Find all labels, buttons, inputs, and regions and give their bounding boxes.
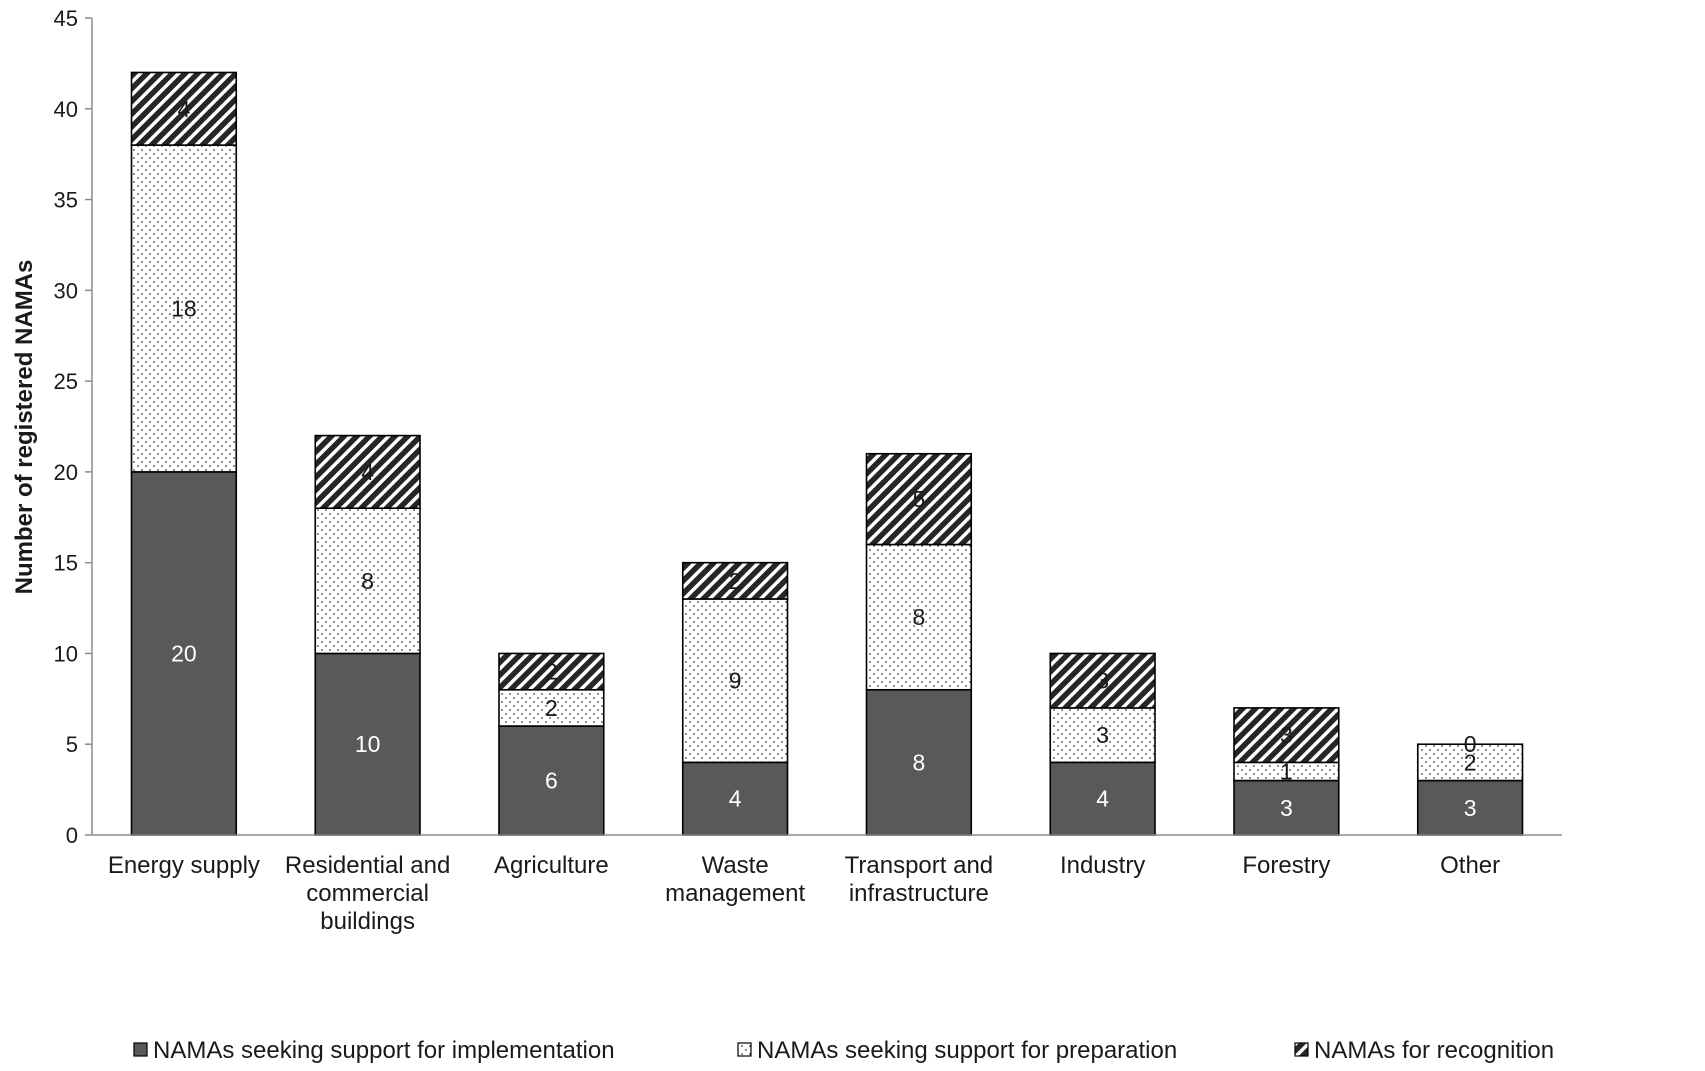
bar-segment-series-1	[1416, 779, 1524, 836]
x-category-label: Industry	[1060, 852, 1145, 879]
x-category-label: Energy supply	[108, 852, 260, 879]
data-label: 3	[1280, 795, 1293, 821]
legend-label: NAMAs for recognition	[1314, 1037, 1554, 1064]
x-category-label: Agriculture	[494, 852, 609, 879]
bar-segment-series-2	[681, 598, 789, 764]
bar-segment-series-2	[498, 688, 605, 727]
data-label: 1	[1280, 758, 1293, 784]
bar-segment-series-1	[498, 725, 605, 836]
y-axis-title: Number of registered NAMAs	[11, 260, 38, 595]
data-label: 4	[729, 786, 742, 812]
data-label: 20	[171, 640, 197, 666]
data-label: 10	[355, 731, 381, 757]
data-label: 8	[361, 568, 374, 594]
bar-segment-series-3	[130, 71, 238, 146]
legend: NAMAs seeking support for implementation…	[133, 1037, 1554, 1064]
y-tick-label: 25	[54, 369, 78, 394]
bar-segment-series-1	[681, 761, 789, 836]
y-tick-label: 35	[54, 188, 78, 213]
data-label: 18	[171, 295, 197, 321]
legend-label: NAMAs seeking support for implementation	[153, 1037, 615, 1064]
data-label: 3	[1280, 722, 1293, 748]
y-tick-label: 0	[66, 823, 78, 848]
data-label: 9	[729, 668, 742, 694]
legend-label: NAMAs seeking support for preparation	[757, 1037, 1177, 1064]
x-category-label: Waste	[702, 852, 769, 879]
x-category-label: management	[665, 880, 805, 907]
data-label: 3	[1096, 668, 1109, 694]
data-label: 8	[912, 749, 925, 775]
y-tick-label: 30	[54, 278, 78, 303]
bar-segment-series-1	[1049, 761, 1156, 836]
data-label: 2	[545, 659, 558, 685]
y-tick-label: 20	[54, 460, 78, 485]
y-tick-label: 40	[54, 97, 78, 122]
bar-segment-series-1	[865, 688, 973, 836]
y-tick-label: 15	[54, 551, 78, 576]
x-category-label: Transport and	[845, 852, 994, 879]
bars	[130, 71, 1524, 836]
x-category-label: Forestry	[1242, 852, 1330, 879]
bar-segment-series-2	[314, 507, 421, 655]
bar-segment-series-1	[314, 652, 421, 836]
y-tick-label: 5	[66, 732, 78, 757]
bar-segment-series-3	[681, 561, 789, 600]
data-label: 2	[545, 695, 558, 721]
bar-segment-series-3	[1049, 652, 1156, 709]
x-category-label: commercial	[306, 880, 429, 907]
data-label: 2	[729, 568, 742, 594]
bar-segment-series-3	[498, 652, 605, 691]
bar-segment-series-3	[314, 434, 421, 510]
y-axis-ticks: 0 5 10 15 20 25 30 35 40 45	[54, 6, 92, 848]
data-label: 3	[1096, 722, 1109, 748]
bar-segment-series-3	[865, 452, 973, 546]
data-label: 4	[361, 459, 374, 485]
data-label: 8	[912, 604, 925, 630]
data-label: 4	[177, 96, 190, 122]
bar-segment-series-2	[130, 144, 238, 473]
x-axis-category-labels: Energy supply Residential andcommercialbu…	[108, 852, 1500, 935]
legend-swatch-series-3	[1294, 1042, 1309, 1057]
x-category-label: Other	[1440, 852, 1500, 879]
y-tick-label: 10	[54, 641, 78, 666]
data-label: 0	[1464, 731, 1477, 757]
bar-segment-series-2	[1416, 743, 1524, 782]
bar-segment-series-2	[1049, 707, 1156, 764]
legend-swatch-series-2	[737, 1042, 752, 1057]
x-category-label: infrastructure	[849, 880, 989, 907]
legend-swatch-series-1	[133, 1042, 148, 1057]
data-label: 3	[1464, 795, 1477, 821]
data-label: 2	[1464, 749, 1477, 775]
data-label: 5	[912, 486, 925, 512]
y-tick-label: 45	[54, 6, 78, 31]
data-label: 6	[545, 768, 558, 794]
x-category-label: buildings	[320, 908, 415, 935]
data-label: 4	[1096, 786, 1109, 812]
x-category-label: Residential and	[285, 852, 450, 879]
bar-segment-series-3	[1233, 707, 1340, 764]
